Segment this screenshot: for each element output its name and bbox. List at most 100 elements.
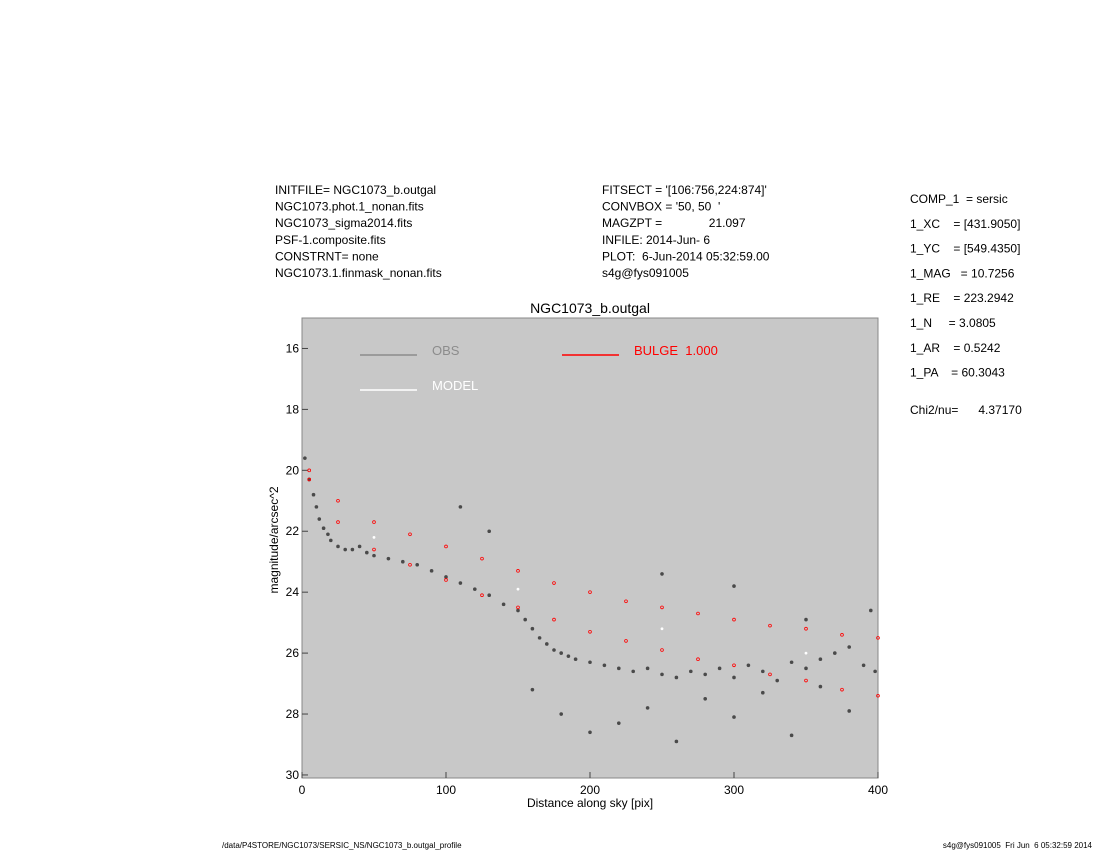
footer-path: /data/P4STORE/NGC1073/SERSIC_NS/NGC1073_… <box>222 841 462 850</box>
data-point <box>789 733 794 738</box>
data-point <box>372 553 376 558</box>
data-point <box>372 520 376 524</box>
data-point <box>689 669 693 674</box>
data-point <box>429 569 434 573</box>
data-point <box>372 547 376 552</box>
fit-info: MAGZPT = 21.097 <box>602 216 746 230</box>
data-point <box>804 678 808 683</box>
fit-info: PLOT: 6-Jun-2014 05:32:59.00 <box>602 249 770 263</box>
x-tick-label: 0 <box>299 783 306 797</box>
data-point <box>343 547 348 552</box>
chi-square: Chi2/nu= 4.37170 <box>910 403 1022 417</box>
data-point <box>674 675 679 680</box>
fit-info: FITSECT = '[106:756,224:874]' <box>602 183 767 197</box>
data-point <box>365 550 369 555</box>
data-point <box>775 678 779 683</box>
data-point <box>869 608 873 613</box>
data-point <box>444 575 448 579</box>
data-point <box>847 709 851 713</box>
param-info: 1_PA = 60.3043 <box>910 366 1005 380</box>
data-point <box>530 687 535 692</box>
data-point <box>487 593 492 598</box>
data-point <box>372 535 376 539</box>
data-point <box>761 669 765 674</box>
data-point <box>696 657 700 661</box>
data-point <box>624 639 628 643</box>
data-point <box>861 663 866 668</box>
data-point <box>314 505 319 509</box>
data-point <box>480 593 484 598</box>
data-point <box>660 572 664 576</box>
fit-info: INITFILE= NGC1073_b.outgal <box>275 183 436 197</box>
data-point <box>732 617 736 622</box>
data-point <box>537 636 542 640</box>
legend-label: OBS <box>432 343 460 358</box>
data-point <box>559 712 563 716</box>
data-point <box>804 666 808 671</box>
param-info: 1_AR = 0.5242 <box>910 341 1001 355</box>
data-point <box>703 672 707 677</box>
param-info: COMP_1 = sersic <box>910 192 1008 206</box>
legend-label: MODEL <box>432 378 478 393</box>
fit-info: PSF-1.composite.fits <box>275 233 386 247</box>
data-point <box>602 663 607 668</box>
fit-info: NGC1073.1.finmask_nonan.fits <box>275 266 442 280</box>
data-point <box>768 623 772 628</box>
data-point <box>660 648 664 652</box>
data-point <box>326 532 330 537</box>
data-point <box>545 642 549 646</box>
data-point <box>804 626 808 631</box>
data-point <box>336 520 340 524</box>
data-point <box>703 696 707 701</box>
data-point <box>617 721 621 725</box>
data-point <box>732 663 736 668</box>
data-point <box>768 672 772 677</box>
data-point <box>746 663 751 668</box>
y-tick-label: 26 <box>286 646 300 660</box>
y-tick-label: 28 <box>286 707 300 721</box>
data-point <box>321 526 326 530</box>
fit-info: CONSTRNT= none <box>275 249 379 263</box>
y-tick-label: 22 <box>286 524 300 538</box>
data-point <box>458 505 463 509</box>
data-point <box>588 629 592 634</box>
data-point <box>789 660 794 665</box>
data-point <box>336 498 340 503</box>
data-point <box>516 608 520 613</box>
y-tick-label: 24 <box>286 585 300 599</box>
data-point <box>645 666 650 671</box>
y-axis-label: magnitude/arcsec^2 <box>267 486 281 593</box>
x-tick-label: 200 <box>580 783 600 797</box>
data-point <box>660 627 664 631</box>
fit-info: INFILE: 2014-Jun- 6 <box>602 233 710 247</box>
fit-info: NGC1073_sigma2014.fits <box>275 216 412 230</box>
data-point <box>617 666 621 671</box>
data-point <box>444 578 448 582</box>
fit-info: NGC1073.phot.1_nonan.fits <box>275 200 424 214</box>
data-point <box>552 617 556 622</box>
param-info: 1_RE = 223.2942 <box>910 291 1014 305</box>
y-tick-label: 20 <box>286 463 300 477</box>
data-point <box>401 559 405 564</box>
fit-info: s4g@fys091005 <box>602 266 689 280</box>
data-point <box>732 715 736 719</box>
y-tick-label: 30 <box>286 768 300 782</box>
data-point <box>559 651 563 655</box>
data-point <box>818 684 823 689</box>
data-point <box>336 544 340 549</box>
data-point <box>415 562 420 567</box>
data-point <box>624 599 628 604</box>
data-point <box>501 602 506 607</box>
data-point <box>717 666 722 671</box>
data-point <box>530 626 535 631</box>
data-point <box>696 611 700 616</box>
data-point <box>732 675 736 680</box>
chart-title: NGC1073_b.outgal <box>530 300 650 316</box>
data-point <box>833 651 837 655</box>
data-point <box>516 569 520 573</box>
data-point <box>444 544 448 549</box>
data-point <box>473 587 477 591</box>
data-point <box>307 468 312 473</box>
data-point <box>552 648 556 652</box>
x-tick-label: 100 <box>436 783 456 797</box>
